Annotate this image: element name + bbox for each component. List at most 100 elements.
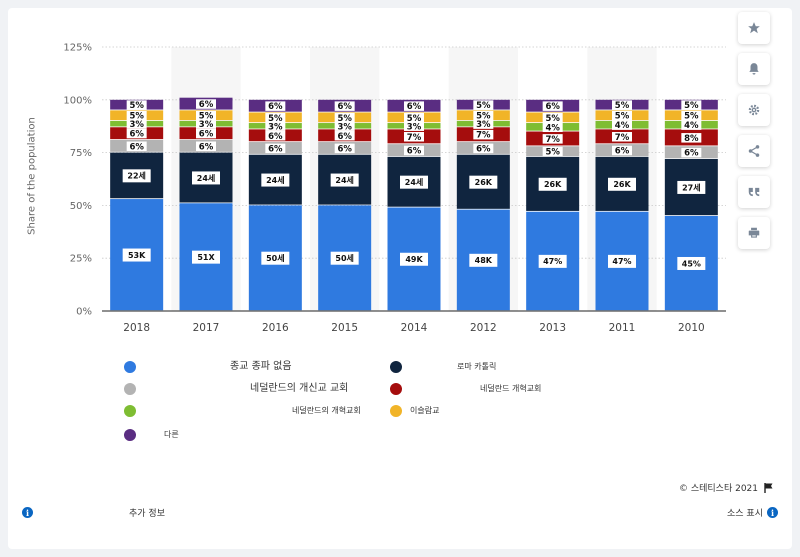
legend-dot[interactable]: [124, 361, 136, 373]
legend-dot[interactable]: [124, 405, 136, 417]
data-label: 5%: [476, 101, 491, 111]
data-label: 5%: [129, 101, 144, 111]
data-label: 6%: [407, 102, 422, 112]
data-label: 5%: [545, 148, 560, 158]
data-label-box: [192, 171, 220, 185]
legend-label[interactable]: 네덜란드 개혁교회: [480, 384, 542, 393]
data-label: 6%: [268, 102, 283, 112]
data-label: 49K: [405, 255, 423, 264]
gear-icon[interactable]: [738, 94, 770, 126]
legend-dot[interactable]: [390, 405, 402, 417]
data-label: 5%: [199, 112, 214, 122]
data-label: 6%: [545, 102, 560, 112]
data-label-box: [542, 113, 563, 123]
toolbar: [738, 12, 772, 258]
data-label-box: [612, 110, 632, 121]
y-tick-label: 125%: [63, 43, 92, 54]
data-label: 5%: [545, 114, 560, 124]
y-tick-label: 50%: [70, 201, 92, 212]
legend-dot[interactable]: [390, 361, 402, 373]
data-label: 5%: [684, 112, 699, 122]
data-label: 3%: [476, 120, 491, 130]
data-label-box: [334, 113, 355, 123]
print-icon[interactable]: [738, 217, 770, 249]
more-info-link[interactable]: i 추가 정보: [22, 506, 165, 519]
legend-dot[interactable]: [390, 383, 402, 395]
x-tick-label: 2016: [262, 322, 289, 334]
x-tick-label: 2013: [539, 322, 566, 334]
data-label: 6%: [337, 144, 352, 154]
data-label-box: [469, 253, 498, 267]
data-label-box: [334, 121, 355, 131]
data-label-box: [681, 133, 702, 143]
data-label-box: [126, 119, 147, 129]
data-label: 3%: [129, 120, 144, 130]
data-label-box: [473, 110, 494, 121]
legend-dot[interactable]: [124, 383, 136, 395]
data-label-box: [126, 110, 147, 121]
data-label-box: [265, 101, 286, 111]
legend-label[interactable]: 이슬람교: [410, 406, 440, 415]
data-label-box: [196, 128, 216, 139]
show-source-link[interactable]: 소스 표시 i: [727, 506, 778, 519]
bell-icon[interactable]: [738, 53, 770, 85]
legend-dot[interactable]: [124, 429, 136, 441]
data-label: 6%: [407, 147, 422, 157]
data-label-box: [612, 132, 632, 142]
data-label-box: [334, 143, 355, 154]
data-label-box: [330, 173, 359, 187]
x-tick-label: 2017: [193, 322, 220, 334]
data-label-box: [677, 180, 706, 194]
legend-label[interactable]: 네덜란드의 개혁교회: [292, 406, 361, 415]
data-label: 6%: [684, 149, 699, 159]
data-label: 6%: [129, 130, 144, 140]
data-label: 6%: [199, 142, 214, 152]
star-icon[interactable]: [738, 12, 770, 44]
data-label: 4%: [684, 121, 699, 131]
data-label-box: [265, 113, 286, 123]
data-label-box: [192, 250, 220, 264]
share-icon[interactable]: [738, 135, 770, 167]
data-label: 3%: [199, 120, 214, 130]
data-label-box: [126, 100, 147, 110]
data-label: 7%: [407, 133, 422, 143]
data-label-box: [126, 128, 147, 139]
quote-icon[interactable]: [738, 176, 770, 208]
legend-label[interactable]: 로마 카톨릭: [457, 362, 497, 371]
legend-label[interactable]: 종교 종파 없음: [230, 361, 292, 372]
data-label-box: [196, 110, 216, 121]
data-label: 22세: [127, 171, 146, 181]
x-tick-label: 2018: [123, 322, 150, 334]
data-label-box: [400, 175, 428, 189]
data-label: 50세: [335, 253, 354, 263]
x-tick-label: 2015: [331, 322, 358, 334]
x-tick-label: 2012: [470, 322, 497, 334]
more-info-text: 추가 정보: [129, 509, 165, 519]
data-label: 6%: [199, 130, 214, 140]
data-label: 6%: [199, 100, 214, 110]
y-tick-label: 0%: [76, 307, 92, 318]
data-label: 6%: [337, 102, 352, 112]
data-label: 45%: [682, 259, 701, 268]
info-icon: i: [767, 507, 778, 518]
data-label: 6%: [476, 144, 491, 154]
data-label-box: [404, 132, 424, 142]
copyright-text: © 스테티스타 2021: [678, 484, 758, 494]
data-label: 24세: [405, 177, 424, 187]
data-label: 6%: [268, 144, 283, 154]
data-label: 5%: [129, 112, 144, 122]
data-label: 3%: [337, 122, 352, 132]
data-label-box: [261, 173, 290, 187]
legend-label[interactable]: 네덜란드의 개신교 교회: [250, 383, 349, 394]
data-label: 6%: [337, 132, 352, 142]
data-label: 5%: [476, 112, 491, 122]
legend-label[interactable]: 다른: [164, 430, 179, 439]
flag-icon[interactable]: [764, 482, 774, 493]
data-label: 6%: [615, 147, 630, 157]
data-label-box: [681, 100, 702, 110]
data-label: 47%: [543, 257, 562, 266]
data-label-box: [681, 120, 702, 130]
show-source-text: 소스 표시: [727, 509, 763, 519]
data-label: 7%: [545, 135, 560, 145]
data-label-box: [265, 143, 286, 154]
